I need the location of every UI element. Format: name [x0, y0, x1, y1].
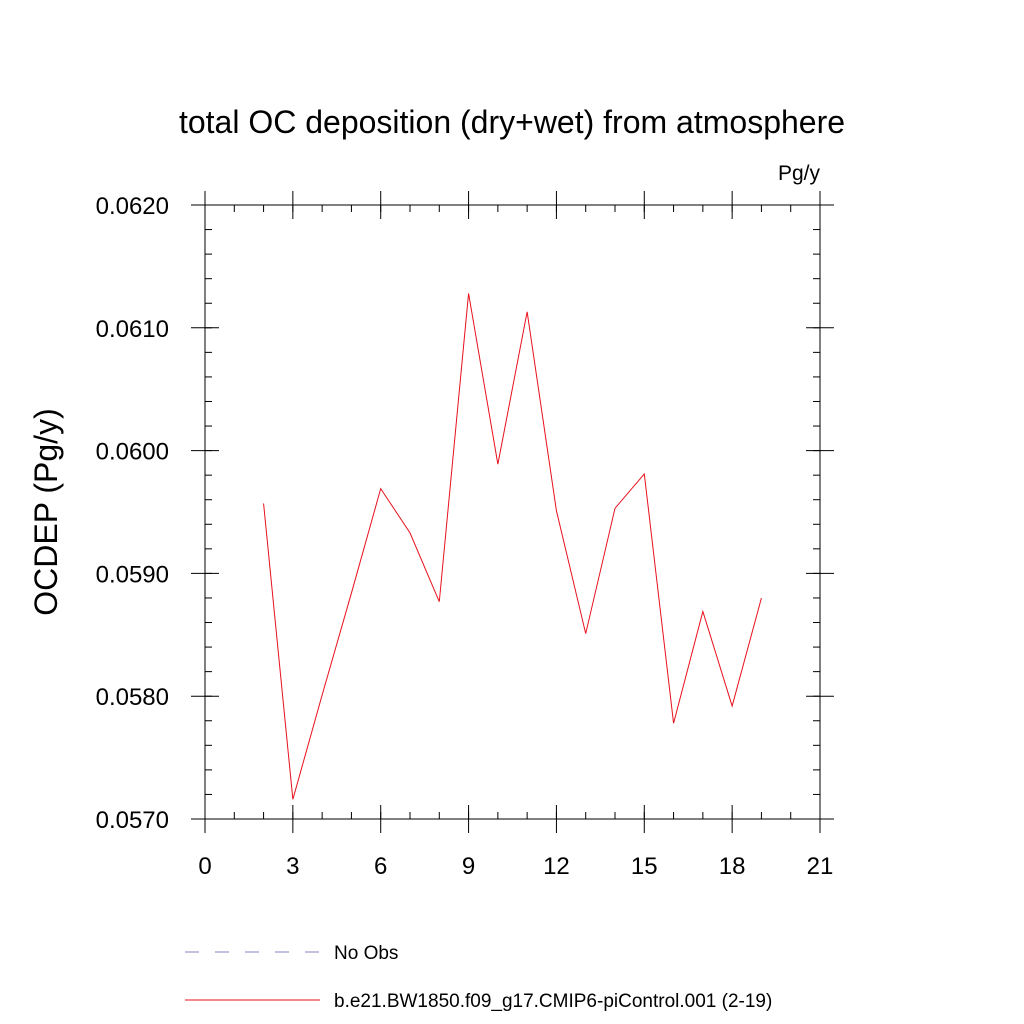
y-tick-label: 0.0590 — [96, 561, 169, 588]
x-tick-label: 18 — [719, 853, 746, 880]
y-tick-label: 0.0600 — [96, 439, 169, 466]
y-tick-label: 0.0570 — [96, 807, 169, 834]
legend-label: No Obs — [334, 943, 398, 964]
x-tick-label: 12 — [543, 853, 570, 880]
x-tick-label: 0 — [198, 853, 211, 880]
y-tick-label: 0.0610 — [96, 316, 169, 343]
plot-frame — [204, 204, 821, 820]
y-axis-label: OCDEP (Pg/y) — [28, 408, 64, 615]
legend-label: b.e21.BW1850.f09_g17.CMIP6-piControl.001… — [334, 991, 772, 1012]
y-tick-label: 0.0620 — [96, 193, 169, 220]
x-tick-label: 3 — [286, 853, 299, 880]
y-tick-label: 0.0580 — [96, 684, 169, 711]
plot-area: 0 3 6 9 12 15 18 21 0.0570 0.0580 0.0590 0.0600 0.06… — [96, 191, 834, 880]
series-line-1 — [263, 293, 762, 800]
x-tick-label: 9 — [462, 853, 475, 880]
x-tick-label: 21 — [807, 853, 834, 880]
chart-title: total OC deposition (dry+wet) from atmos… — [179, 104, 845, 140]
x-tick-label: 6 — [374, 853, 387, 880]
units-label: Pg/y — [778, 162, 821, 185]
x-tick-label: 15 — [631, 853, 658, 880]
legend: No Obs b.e21.BW1850.f09_g17.CMIP6-piContr… — [185, 943, 772, 1012]
